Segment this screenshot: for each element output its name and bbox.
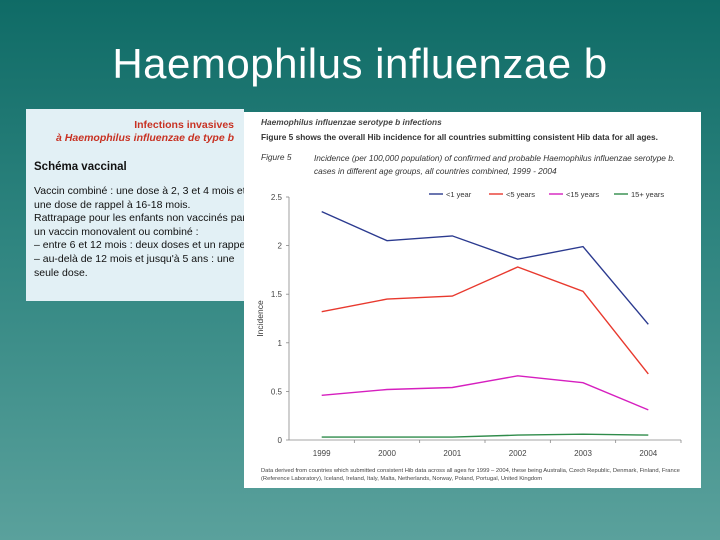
card-line: – au-delà de 12 mois et jusqu'à 5 ans : … <box>34 252 235 265</box>
card-heading-line-1: Infections invasives <box>134 119 234 131</box>
card-line: Vaccin combiné : une dose à 2, 3 et 4 mo… <box>34 185 244 197</box>
y-tick-label: 2.5 <box>271 193 283 202</box>
report-footnote: Data derived from countries which submit… <box>261 468 680 482</box>
series-line <box>321 266 649 375</box>
y-tick-label: 2 <box>278 242 283 251</box>
x-tick-label: 2001 <box>443 449 461 458</box>
card-line: – entre 6 et 12 mois : deux doses et un … <box>34 239 244 252</box>
series-line <box>321 375 649 411</box>
card-body: Vaccin combiné : une dose à 2, 3 et 4 mo… <box>34 185 244 280</box>
card-line: seule dose. <box>34 266 88 279</box>
slide-title: Haemophilus influenzae b <box>112 40 608 87</box>
y-tick-label: 0.5 <box>271 387 283 396</box>
report-header: Haemophilus influenzae serotype b infect… <box>261 117 442 127</box>
x-tick-label: 2002 <box>509 449 527 458</box>
card-line: un vaccin monovalent ou combiné : <box>34 225 199 238</box>
legend-label: <1 year <box>446 190 472 199</box>
x-tick-label: 2000 <box>378 449 396 458</box>
y-tick-label: 1 <box>278 339 283 348</box>
card-subheading: Schéma vaccinal <box>34 161 127 173</box>
series-line <box>321 433 649 438</box>
series-line <box>321 210 649 325</box>
card-heading: Infections invasives à Haemophilus influ… <box>56 119 234 145</box>
legend-label: 15+ years <box>631 190 664 199</box>
report-excerpt: Haemophilus influenzae serotype b infect… <box>244 112 701 488</box>
y-axis-label: Incidence <box>255 300 265 337</box>
figure-caption: Incidence (per 100,000 population) of co… <box>314 153 676 176</box>
x-tick-label: 2003 <box>574 449 592 458</box>
y-tick-label: 1.5 <box>271 290 283 299</box>
y-tick-label: 0 <box>278 436 283 445</box>
card-line: une dose de rappel à 16-18 mois. <box>34 198 191 211</box>
vaccination-schedule-card: Infections invasives à Haemophilus influ… <box>26 109 244 301</box>
card-line: Rattrapage pour les enfants non vaccinés… <box>34 212 244 225</box>
x-tick-label: 2004 <box>639 449 657 458</box>
card-heading-line-2: à Haemophilus influenzae de type b <box>56 132 234 144</box>
x-tick-label: 1999 <box>313 449 331 458</box>
legend-label: <5 years <box>506 190 535 199</box>
legend-label: <15 years <box>566 190 599 199</box>
incidence-line-chart: 0 0.5 1 1.5 2 2.5 1999 2000 2001 2002 2003 2004 Inci… <box>255 190 682 458</box>
figure-label: Figure 5 <box>261 152 292 162</box>
report-intro: Figure 5 shows the overall Hib incidence… <box>261 132 658 142</box>
